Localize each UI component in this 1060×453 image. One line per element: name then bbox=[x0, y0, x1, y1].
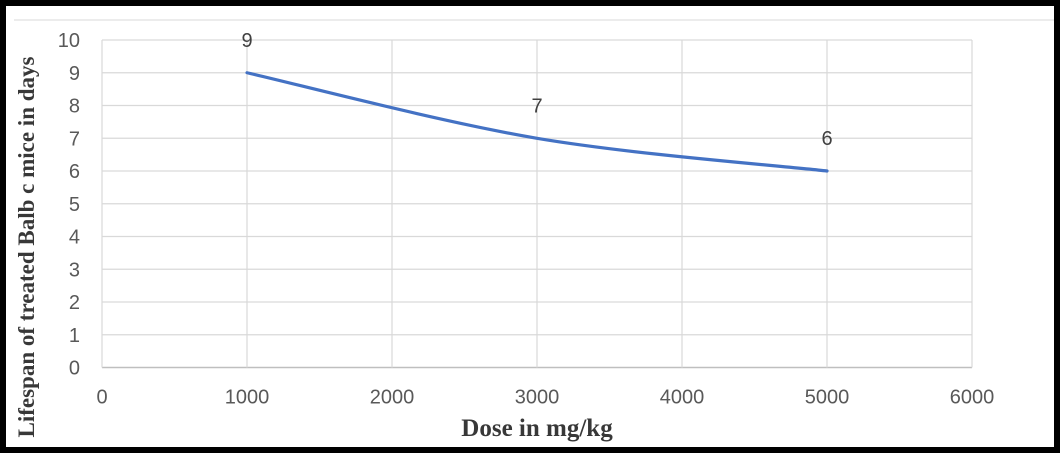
y-tick-label: 1 bbox=[69, 325, 80, 347]
data-point-label: 9 bbox=[241, 30, 252, 52]
x-tick-label: 3000 bbox=[515, 387, 560, 409]
y-tick-label: 2 bbox=[69, 292, 80, 314]
data-point-label: 6 bbox=[821, 128, 832, 150]
y-tick-label: 0 bbox=[69, 358, 80, 380]
y-tick-label: 4 bbox=[69, 227, 80, 249]
y-tick-label: 10 bbox=[58, 30, 80, 52]
y-tick-label: 6 bbox=[69, 161, 80, 183]
series-line bbox=[245, 71, 829, 173]
x-tick-label: 2000 bbox=[370, 387, 415, 409]
x-axis-title: Dose in mg/kg bbox=[461, 415, 613, 442]
y-axis-title: Lifespan of treated Balb c mice in days bbox=[14, 56, 39, 438]
x-tick-label: 1000 bbox=[225, 387, 270, 409]
data-point-label: 7 bbox=[531, 95, 542, 117]
x-tick-label: 4000 bbox=[660, 387, 705, 409]
x-tick-label: 0 bbox=[96, 387, 107, 409]
plot-area: 0 1 2 3 4 5 6 7 8 9 10 0 1000 2000 3000 4000 5000 6000 9 7 6 bbox=[58, 30, 995, 409]
y-tick-label: 3 bbox=[69, 259, 80, 281]
y-tick-label: 9 bbox=[69, 63, 80, 85]
x-tick-label: 6000 bbox=[950, 387, 995, 409]
x-tick-label: 5000 bbox=[805, 387, 850, 409]
y-tick-label: 5 bbox=[69, 194, 80, 216]
y-tick-label: 7 bbox=[69, 128, 80, 150]
y-tick-label: 8 bbox=[69, 96, 80, 118]
